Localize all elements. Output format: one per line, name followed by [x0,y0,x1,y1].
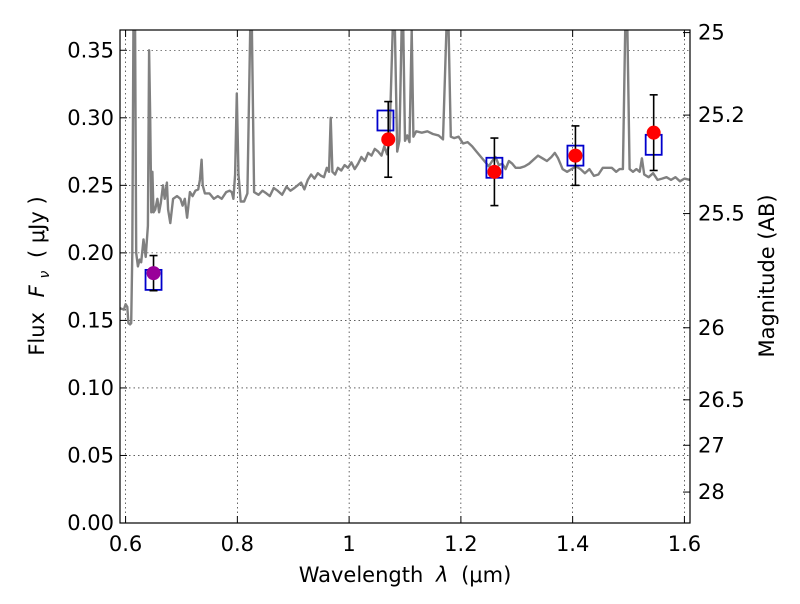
plot-frame [119,29,691,524]
y2-tick-label: 25.2 [698,103,745,127]
x-tick-label: 1.4 [556,532,589,556]
y-tick-label: 0.15 [67,308,114,332]
y-axis-label-unit: ( μJy ) [25,196,49,258]
y2-tick-label: 26 [698,316,725,340]
grid-lines [120,30,690,524]
y-axis-label: Flux F ν ( μJy ) [25,196,54,355]
series-layer [120,30,690,326]
y-axis-label-subscript: ν [37,271,53,279]
x-axis-label-symbol: λ [435,563,448,587]
y-tick-label: 0.10 [67,376,114,400]
y-tick-label: 0.30 [67,106,114,130]
y-tick-label: 0.35 [67,38,114,62]
model-photometry-square [376,109,395,132]
x-tick-label: 0.6 [109,532,142,556]
x-tick-label: 1.2 [444,532,477,556]
x-axis-label-unit: (μm) [461,563,511,587]
y2-tick-label: 28 [698,480,725,504]
x-tick-label: 1 [342,532,355,556]
x-axis-label-prefix: Wavelength [299,563,424,587]
x-tick-label: 1.6 [668,532,701,556]
y-tick-label: 0.20 [67,241,114,265]
y-axis-label-prefix: Flux [25,312,49,356]
y-tick-label: 0.00 [67,511,114,535]
y2-tick-label: 27 [698,433,725,457]
observed-data-point [487,164,502,179]
y2-tick-label: 26.5 [698,388,745,412]
y-axis-label-symbol: F [25,284,49,297]
observed-data-point [381,132,396,147]
y2-tick-label: 25 [698,21,725,45]
y-tick-label: 0.25 [67,173,114,197]
y2-tick-label: 25.5 [698,202,745,226]
x-axis-label: Wavelength λ (μm) [299,563,512,587]
x-tick-label: 0.8 [221,532,254,556]
model-spectrum-line [120,30,690,326]
observed-data-point [568,148,583,163]
y-tick-label: 0.05 [67,443,114,467]
y2-axis-label: Magnitude (AB) [755,194,779,357]
tick-layer: 0.6 0.8 1 1.2 1.4 1.6 0.00 0.05 0.10 0.15 0.20 0.25… [67,21,745,556]
observed-data-point [646,125,661,140]
observed-data-point [146,266,161,281]
